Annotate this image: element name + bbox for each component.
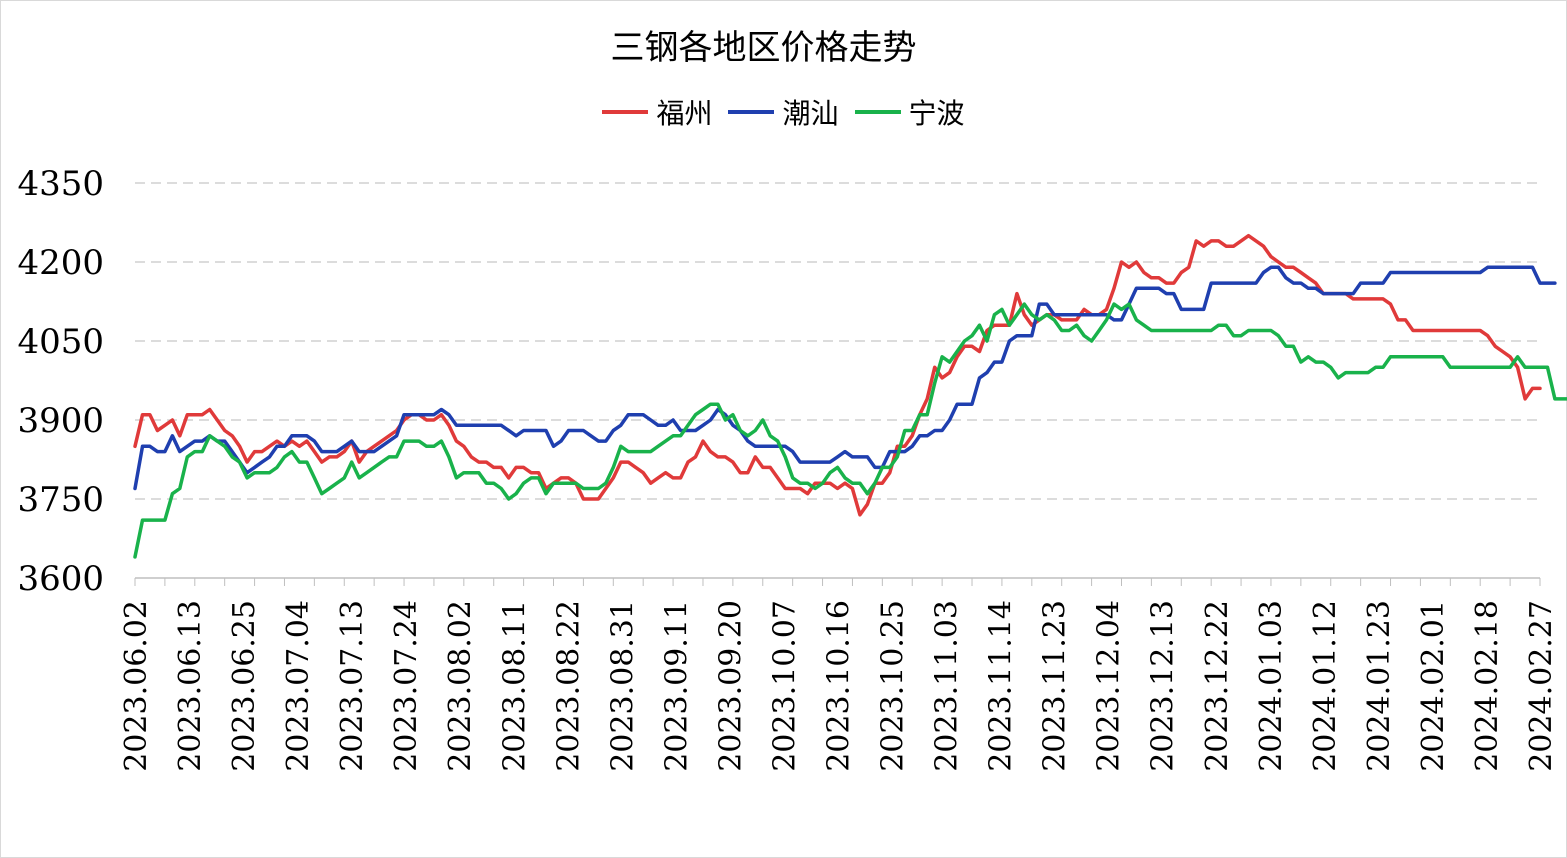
x-tick-label: 2023.08.22 (551, 600, 586, 772)
y-tick-label: 3600 (17, 559, 104, 599)
series-line-1 (133, 265, 1557, 491)
x-tick-label: 2023.10.07 (767, 600, 802, 772)
legend-label-ningbo: 宁波 (908, 97, 965, 130)
legend-swatch-ningbo (854, 110, 901, 114)
legend-swatch-chaoshan (728, 110, 775, 114)
y-tick-label: 4350 (17, 164, 104, 204)
x-tick-label: 2024.01.23 (1362, 600, 1397, 772)
legend-item-fuzhou: 福州 (602, 92, 712, 132)
x-tick-label: 2024.02.27 (1524, 600, 1559, 772)
x-tick-label: 2023.06.13 (173, 600, 208, 772)
chart-legend: 福州 潮汕 宁波 (0, 92, 1567, 132)
x-tick-label: 2023.07.13 (335, 600, 370, 772)
x-tick-label: 2023.10.16 (822, 600, 857, 772)
x-tick-label: 2023.07.24 (389, 600, 424, 772)
x-tick-label: 2023.12.04 (1092, 600, 1127, 772)
x-tick-label: 2023.12.22 (1200, 600, 1235, 772)
x-tick-label: 2023.11.23 (1038, 600, 1073, 772)
x-tick-label: 2023.08.11 (497, 600, 532, 772)
chart-title: 三钢各地区价格走势 (610, 28, 917, 68)
legend-item-chaoshan: 潮汕 (728, 92, 839, 132)
x-tick-label: 2023.09.11 (659, 600, 694, 772)
x-tick-label: 2023.08.31 (605, 600, 640, 772)
x-tick-label: 2023.11.03 (930, 600, 965, 772)
x-tick-label: 2024.02.01 (1416, 600, 1451, 772)
y-tick-label: 3750 (17, 480, 104, 520)
legend-label-chaoshan: 潮汕 (782, 97, 839, 130)
legend-item-ningbo: 宁波 (854, 92, 965, 132)
x-tick-label: 2023.12.13 (1146, 600, 1181, 772)
x-tick-label: 2023.09.20 (713, 600, 748, 772)
x-tick-label: 2024.02.18 (1470, 600, 1505, 772)
x-tick-label: 2024.01.03 (1254, 600, 1289, 772)
x-tick-label: 2023.07.04 (281, 600, 316, 772)
legend-label-fuzhou: 福州 (656, 97, 713, 130)
x-tick-label: 2023.10.25 (876, 600, 911, 772)
legend-swatch-fuzhou (602, 110, 649, 114)
y-tick-label: 4200 (17, 243, 104, 283)
y-tick-label: 3900 (17, 401, 104, 441)
series-line-0 (133, 233, 1542, 517)
series-line-2 (133, 302, 1567, 559)
x-tick-label: 2024.01.12 (1308, 600, 1343, 772)
x-tick-label: 2023.11.14 (984, 600, 1019, 772)
x-tick-label: 2023.08.02 (443, 600, 478, 772)
x-tick-label: 2023.06.25 (227, 600, 262, 772)
y-tick-label: 4050 (17, 322, 104, 362)
x-tick-label: 2023.06.02 (119, 600, 154, 772)
